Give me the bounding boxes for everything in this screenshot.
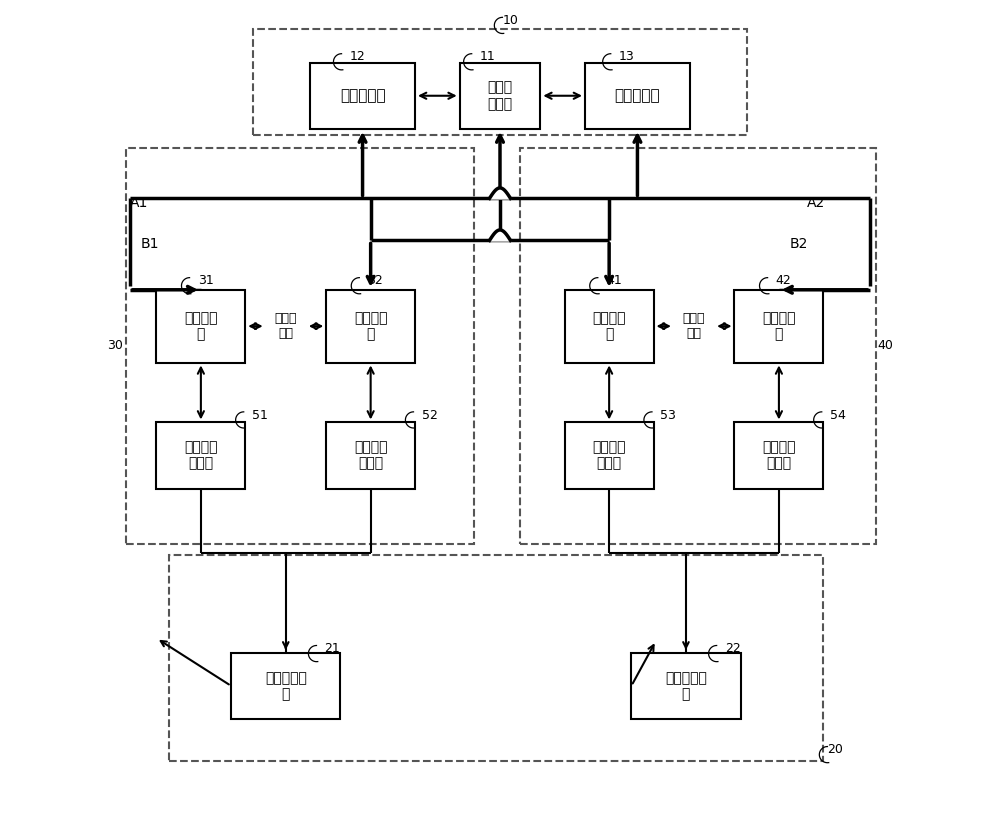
Text: 40: 40 xyxy=(878,339,893,352)
FancyBboxPatch shape xyxy=(326,290,415,362)
Text: A2: A2 xyxy=(807,196,825,210)
Text: 第一室外设
备: 第一室外设 备 xyxy=(265,671,307,701)
Text: 30: 30 xyxy=(107,339,122,352)
Text: 53: 53 xyxy=(660,409,676,422)
FancyBboxPatch shape xyxy=(231,653,340,719)
Text: 第二室外设
备: 第二室外设 备 xyxy=(665,671,707,701)
Text: 主备系
切换: 主备系 切换 xyxy=(683,312,705,340)
Text: 10: 10 xyxy=(502,14,518,27)
Text: B2: B2 xyxy=(789,237,808,251)
Text: 第二系执
行模块: 第二系执 行模块 xyxy=(354,440,387,470)
Text: 54: 54 xyxy=(830,409,846,422)
FancyBboxPatch shape xyxy=(156,290,245,362)
Text: 22: 22 xyxy=(725,642,740,655)
FancyBboxPatch shape xyxy=(156,422,245,488)
FancyBboxPatch shape xyxy=(631,653,741,719)
Text: 第二通信
机: 第二通信 机 xyxy=(354,311,387,341)
Text: 第三系执
行模块: 第三系执 行模块 xyxy=(592,440,626,470)
Text: 52: 52 xyxy=(422,409,437,422)
Text: 第二联锁机: 第二联锁机 xyxy=(615,88,660,103)
Text: 13: 13 xyxy=(619,50,635,63)
Text: 51: 51 xyxy=(252,409,268,422)
FancyBboxPatch shape xyxy=(460,63,540,129)
Text: 第四系执
行模块: 第四系执 行模块 xyxy=(762,440,796,470)
Text: 第一系执
行模块: 第一系执 行模块 xyxy=(184,440,218,470)
Text: 21: 21 xyxy=(325,642,340,655)
Text: 第一通信
机: 第一通信 机 xyxy=(184,311,218,341)
Text: 主备系
切换: 主备系 切换 xyxy=(275,312,297,340)
FancyBboxPatch shape xyxy=(585,63,690,129)
FancyBboxPatch shape xyxy=(565,422,654,488)
Text: 第三通信
机: 第三通信 机 xyxy=(592,311,626,341)
Text: 第四通信
机: 第四通信 机 xyxy=(762,311,796,341)
Bar xyxy=(169,555,823,761)
Text: 41: 41 xyxy=(606,274,622,287)
Bar xyxy=(253,29,747,134)
Text: 第一联锁机: 第一联锁机 xyxy=(340,88,385,103)
FancyBboxPatch shape xyxy=(734,422,823,488)
Text: 42: 42 xyxy=(776,274,791,287)
Text: B1: B1 xyxy=(140,237,159,251)
Bar xyxy=(126,148,474,545)
Text: A1: A1 xyxy=(130,196,148,210)
Text: 11: 11 xyxy=(480,50,496,63)
FancyBboxPatch shape xyxy=(734,290,823,362)
FancyBboxPatch shape xyxy=(310,63,415,129)
Text: 12: 12 xyxy=(350,50,365,63)
Text: 31: 31 xyxy=(198,274,213,287)
Text: 主备系
切换器: 主备系 切换器 xyxy=(487,81,513,111)
FancyBboxPatch shape xyxy=(565,290,654,362)
Text: 32: 32 xyxy=(367,274,383,287)
Text: 20: 20 xyxy=(827,743,843,756)
Bar xyxy=(520,148,876,545)
FancyBboxPatch shape xyxy=(326,422,415,488)
